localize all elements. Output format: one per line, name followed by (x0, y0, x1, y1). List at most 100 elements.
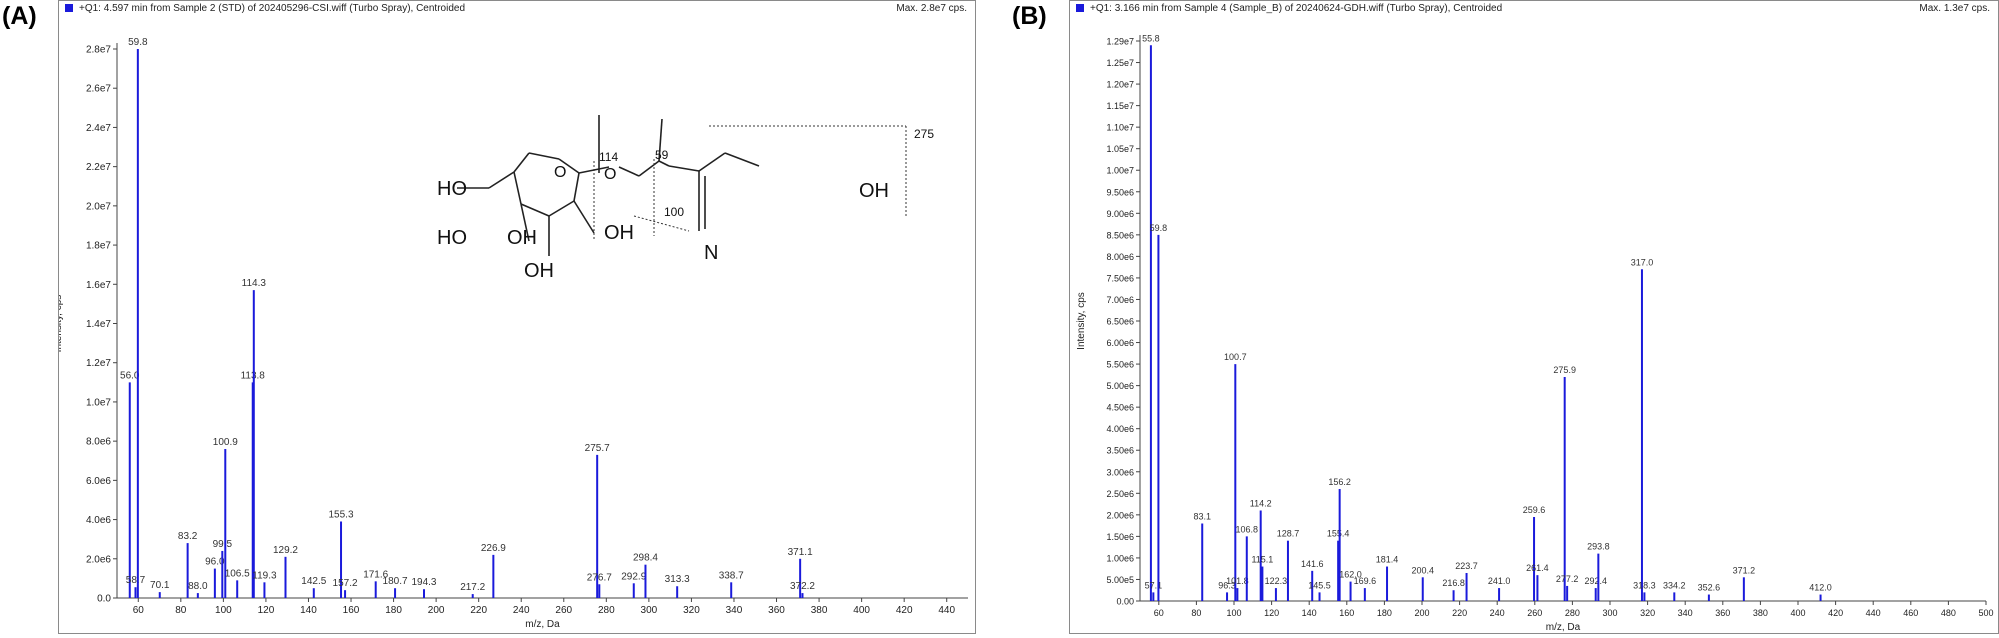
peak-label: 241.0 (1488, 576, 1511, 586)
y-axis-label: Intensity, cps (1076, 292, 1087, 350)
peak-label: 157.2 (333, 578, 358, 589)
y-tick-label: 7.00e6 (1106, 295, 1134, 305)
peak-label: 259.6 (1523, 505, 1546, 515)
bond-line (658, 118, 663, 162)
y-tick-label: 1.15e7 (1106, 101, 1134, 111)
peak-label: 101.8 (1226, 576, 1249, 586)
y-tick-label: 5.00e5 (1106, 575, 1134, 585)
y-tick-label: 6.00e6 (1106, 338, 1134, 348)
x-tick-label: 240 (1490, 608, 1505, 618)
y-tick-label: 2.0e6 (86, 554, 111, 565)
y-tick-label: 1.10e7 (1106, 123, 1134, 133)
x-axis-label: m/z, Da (1546, 622, 1581, 633)
x-tick-label: 200 (1414, 608, 1429, 618)
structure-label: O (604, 166, 616, 183)
x-tick-label: 360 (1715, 608, 1730, 618)
peak-label: 83.1 (1193, 511, 1211, 521)
y-tick-label: 1.25e7 (1106, 58, 1134, 68)
peak-label: 155.3 (329, 510, 354, 521)
peak-label: 100.7 (1224, 352, 1247, 362)
peak-label: 129.2 (273, 545, 298, 556)
peak-label: 122.3 (1265, 576, 1288, 586)
mass-spectrum-chart-b: 0.00 5.00e5 1.00e6 1.50e6 2.00e6 2.50e6 3.00e6… (1076, 33, 1994, 633)
x-tick-label: 120 (1264, 608, 1279, 618)
spectrum-header-a: +Q1: 4.597 min from Sample 2 (STD) of 20… (65, 3, 967, 17)
structure-label: OH (859, 180, 889, 202)
peak-label: 59.8 (128, 37, 148, 48)
x-tick-label: 60 (133, 605, 145, 616)
peak-label: 106.8 (1236, 524, 1259, 534)
y-tick-label: 4.0e6 (86, 515, 111, 526)
structure-label: OH (604, 222, 634, 244)
peak-label: 56.0 (120, 370, 140, 381)
peak-label: 371.1 (788, 547, 813, 558)
y-tick-label: 2.6e7 (86, 84, 111, 95)
y-tick-label: 1.0e7 (86, 397, 111, 408)
y-tick-label: 5.00e6 (1106, 381, 1134, 391)
bond-line (724, 152, 760, 167)
bond-line (513, 152, 530, 173)
peak-label: 298.4 (633, 553, 658, 564)
x-tick-label: 100 (215, 605, 232, 616)
peak-label: 88.0 (188, 581, 208, 592)
y-tick-label: 1.05e7 (1106, 144, 1134, 154)
x-tick-label: 300 (641, 605, 658, 616)
y-tick-label: 6.0e6 (86, 476, 111, 487)
structure-label: 59 (655, 148, 669, 162)
x-tick-label: 220 (1452, 608, 1467, 618)
peak-label: 200.4 (1411, 565, 1434, 575)
peak-label: 276.7 (587, 572, 612, 583)
structure-label: 275 (914, 127, 934, 141)
y-tick-label: 2.00e6 (1106, 510, 1134, 520)
x-tick-label: 140 (300, 605, 317, 616)
peak-label: 145.5 (1308, 580, 1331, 590)
panel-a-label: (A) (2, 2, 37, 30)
y-tick-label: 1.50e6 (1106, 532, 1134, 542)
y-tick-label: 3.50e6 (1106, 446, 1134, 456)
peak-label: 371.2 (1733, 565, 1756, 575)
peak-label: 338.7 (719, 570, 744, 581)
y-tick-label: 9.00e6 (1106, 209, 1134, 219)
max-intensity-label: Max. 1.3e7 cps. (1919, 3, 1990, 14)
peak-label: 99.5 (213, 539, 233, 550)
peak-label: 194.3 (411, 577, 436, 588)
peak-label: 57.1 (1145, 580, 1163, 590)
peak-label: 317.0 (1631, 257, 1654, 267)
peak-label: 114.3 (242, 278, 267, 289)
peak-label: 217.2 (460, 582, 485, 593)
peak-label: 372.2 (790, 581, 815, 592)
peak-label: 293.8 (1587, 542, 1610, 552)
y-tick-label: 0.00 (1116, 597, 1134, 607)
peak-label: 141.6 (1301, 559, 1324, 569)
x-tick-label: 500 (1978, 608, 1993, 618)
y-tick-label: 1.6e7 (86, 280, 111, 291)
bond-line (668, 165, 700, 172)
peak-label: 55.8 (1142, 33, 1160, 43)
y-tick-label: 1.2e7 (86, 358, 111, 369)
structure-label: OH (524, 260, 554, 282)
x-tick-label: 440 (938, 605, 955, 616)
x-tick-label: 60 (1154, 608, 1164, 618)
x-tick-label: 340 (726, 605, 743, 616)
bond-line (520, 203, 530, 242)
peak-label: 59.8 (1150, 223, 1168, 233)
peak-label: 226.9 (481, 543, 506, 554)
y-tick-label: 8.50e6 (1106, 230, 1134, 240)
x-tick-label: 240 (513, 605, 530, 616)
x-tick-label: 80 (1191, 608, 1201, 618)
peak-label: 352.6 (1698, 583, 1721, 593)
x-tick-label: 140 (1302, 608, 1317, 618)
structure-label: HO (437, 178, 467, 200)
y-tick-label: 1.8e7 (86, 241, 111, 252)
panel-b-label: (B) (1012, 2, 1047, 30)
x-tick-label: 420 (1828, 608, 1843, 618)
y-tick-label: 3.00e6 (1106, 467, 1134, 477)
x-tick-label: 160 (1339, 608, 1354, 618)
peak-label: 70.1 (150, 580, 170, 591)
x-tick-label: 360 (768, 605, 785, 616)
peak-label: 171.6 (363, 569, 388, 580)
x-tick-label: 200 (428, 605, 445, 616)
y-tick-label: 8.0e6 (86, 437, 111, 448)
y-tick-label: 4.50e6 (1106, 403, 1134, 413)
structure-label: 114 (599, 150, 618, 164)
